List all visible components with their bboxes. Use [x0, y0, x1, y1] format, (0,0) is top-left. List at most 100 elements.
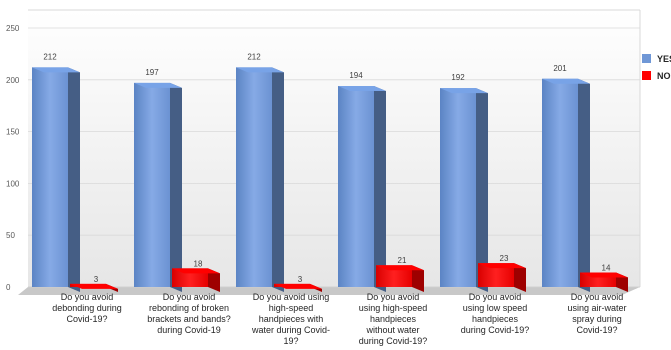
category-labels: Do you avoid debonding during Covid-19?Do …	[52, 292, 626, 346]
bar-front	[338, 86, 374, 288]
bar-yes	[440, 88, 488, 292]
bar-front	[134, 82, 170, 288]
category-label-line: Covid-19?	[576, 325, 617, 335]
bar-yes	[338, 86, 386, 293]
category-label-line: water during Covid-	[251, 325, 330, 335]
category-label-line: spray during	[572, 314, 622, 324]
legend-swatch-yes	[642, 54, 651, 63]
bar-top	[478, 263, 526, 269]
bar-side	[578, 78, 590, 292]
category-label: Do you avoid using high-speed handpieces w…	[251, 292, 330, 346]
data-label-no: 14	[602, 263, 611, 272]
data-label-yes: 201	[553, 64, 567, 73]
category-label-line: rebonding of broken	[149, 303, 229, 313]
category-label-line: Do you avoid using	[253, 292, 330, 302]
bar-front	[236, 67, 272, 287]
bar-no	[172, 268, 220, 292]
data-labels: 212 3 197 18 212 3 194 21 192 23 201 14	[43, 52, 611, 284]
bar-top	[542, 78, 590, 84]
data-label-yes: 192	[451, 73, 465, 82]
bar-no	[70, 283, 118, 292]
legend-label-no: NO	[657, 71, 671, 81]
category-label-line: Do you avoid	[163, 292, 216, 302]
y-tick-label: 250	[6, 24, 20, 33]
data-label-yes: 212	[43, 52, 57, 61]
category-label: Do you avoid rebonding of broken brackets …	[147, 292, 231, 335]
data-label-yes: 212	[247, 52, 261, 61]
legend-label-yes: YES	[657, 54, 671, 64]
y-tick-label: 100	[6, 179, 20, 188]
data-label-no: 18	[194, 259, 203, 268]
bar-top	[338, 86, 386, 92]
category-label-line: Do you avoid	[367, 292, 420, 302]
legend: YES NO	[642, 54, 671, 81]
bars	[32, 67, 628, 293]
bar-top	[70, 283, 118, 289]
category-label-line: Do you avoid	[61, 292, 114, 302]
gridlines	[28, 27, 640, 288]
bar-no	[580, 272, 628, 292]
bar-top	[32, 67, 80, 73]
plot-wall	[28, 10, 640, 287]
bar-top	[274, 283, 322, 289]
bar-yes	[32, 67, 80, 292]
category-label-line: Covid-19?	[66, 314, 107, 324]
bar-side	[476, 88, 488, 292]
bar-top	[580, 272, 628, 278]
bar-no	[274, 283, 322, 292]
category-label: Do you avoid using high-speed handpieces wi…	[359, 292, 428, 346]
category-label-line: high-speed	[269, 303, 314, 313]
bar-side	[412, 265, 424, 292]
category-label-line: during Covid-19	[157, 325, 221, 335]
category-label-line: brackets and bands?	[147, 314, 231, 324]
bar-side	[170, 82, 182, 293]
category-label-line: during Covid-19?	[359, 336, 428, 346]
bar-yes	[236, 67, 284, 292]
data-label-no: 3	[94, 275, 99, 284]
y-axis: 0 50 100 150 200 250	[6, 24, 20, 292]
category-label-line: 19?	[283, 336, 298, 346]
category-label-line: using air-water	[567, 303, 626, 313]
category-label-line: handpieces with	[259, 314, 324, 324]
bar-side	[208, 268, 220, 292]
category-label-line: handpieces	[370, 314, 417, 324]
data-label-no: 21	[398, 256, 407, 265]
category-label-line: without water	[365, 325, 419, 335]
bar-front	[478, 263, 514, 287]
category-label: Do you avoid using low speed handpieces dur…	[461, 292, 530, 335]
bar-top	[236, 67, 284, 73]
y-tick-label: 150	[6, 128, 20, 137]
category-label-line: Do you avoid	[571, 292, 624, 302]
bar-side	[374, 86, 386, 293]
bar-top	[440, 88, 488, 94]
bar-side	[68, 67, 80, 292]
bar-front	[542, 78, 578, 287]
bar-front	[440, 88, 476, 287]
category-label-line: debonding during	[52, 303, 122, 313]
legend-swatch-no	[642, 71, 651, 80]
y-tick-label: 50	[6, 231, 15, 240]
category-label: Do you avoid using air-water spray during C…	[567, 292, 626, 335]
category-label-line: using low speed	[463, 303, 528, 313]
bar-front	[376, 265, 412, 287]
bar-no	[376, 265, 424, 292]
category-label: Do you avoid debonding during Covid-19?	[52, 292, 122, 324]
bar-front	[32, 67, 68, 287]
y-tick-label: 0	[6, 283, 11, 292]
bar-yes	[134, 82, 182, 293]
category-label-line: during Covid-19?	[461, 325, 530, 335]
bar-top	[172, 268, 220, 274]
category-label-line: handpieces	[472, 314, 519, 324]
bar-yes	[542, 78, 590, 292]
data-label-no: 23	[500, 254, 509, 263]
data-label-yes: 194	[349, 71, 363, 80]
category-label-line: using high-speed	[359, 303, 428, 313]
bar-side	[514, 263, 526, 292]
y-tick-label: 200	[6, 76, 20, 85]
bar-top	[376, 265, 424, 271]
plot-back-wall	[18, 9, 641, 295]
data-label-yes: 197	[145, 68, 159, 77]
bar-no	[478, 263, 526, 292]
bar-top	[134, 82, 182, 88]
